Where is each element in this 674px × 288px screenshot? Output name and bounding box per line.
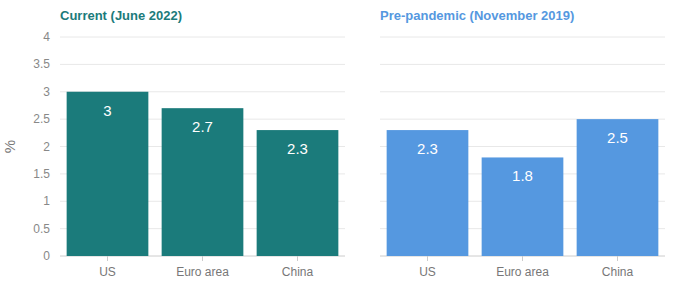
grid-line	[380, 37, 665, 38]
bar	[577, 119, 659, 256]
bar	[162, 108, 244, 256]
x-tick-label: US	[419, 265, 436, 279]
y-tick-label: 3	[43, 85, 50, 99]
data-label: 2.7	[192, 118, 213, 135]
x-tick-label: Euro area	[176, 265, 229, 279]
x-tick	[522, 256, 523, 261]
grid-line	[60, 37, 345, 38]
y-tick-label: 4	[43, 30, 50, 44]
y-tick-label: 2	[43, 140, 50, 154]
x-tick-label: US	[99, 265, 116, 279]
bar	[257, 130, 339, 256]
grid-line	[60, 64, 345, 65]
labels: 3 2.7 2.3	[103, 102, 308, 157]
data-label: 2.5	[607, 129, 628, 146]
figure: Current (June 2022)% 0 0.5 1 1.5 2 2.5 3 3.5 4 3 2.…	[0, 0, 674, 288]
chart: Current (June 2022)% 0 0.5 1 1.5 2 2.5 3 3.5 4 3 2.…	[1, 8, 345, 279]
data-label: 2.3	[287, 140, 308, 157]
bar	[387, 130, 469, 256]
labels: 2.3 1.8 2.5	[417, 129, 628, 184]
data-label: 3	[103, 102, 111, 119]
y-tick-label: 0.5	[33, 222, 50, 236]
chart: Pre-pandemic (November 2019) 2.3 1.8 2.5 US E…	[380, 8, 665, 279]
y-tick-label: 2.5	[33, 112, 50, 126]
bars	[67, 92, 339, 256]
chart-title: Current (June 2022)	[60, 8, 182, 23]
grid-line	[380, 64, 665, 65]
bars	[387, 119, 659, 256]
chart-title: Pre-pandemic (November 2019)	[380, 8, 574, 23]
y-axis-label: %	[1, 140, 18, 153]
x-tick	[107, 256, 108, 261]
grid-line	[380, 91, 665, 92]
x-tick-label: Euro area	[496, 265, 549, 279]
x-tick	[617, 256, 618, 261]
x-tick-label: China	[602, 265, 634, 279]
bar	[67, 92, 149, 256]
x-tick	[427, 256, 428, 261]
bar	[482, 157, 564, 256]
y-tick-label: 3.5	[33, 57, 50, 71]
x-tick-label: China	[282, 265, 314, 279]
data-label: 2.3	[417, 140, 438, 157]
x-tick	[297, 256, 298, 261]
data-label: 1.8	[512, 167, 533, 184]
y-tick-label: 0	[43, 249, 50, 263]
y-tick-label: 1	[43, 194, 50, 208]
y-tick-label: 1.5	[33, 167, 50, 181]
x-tick	[202, 256, 203, 261]
